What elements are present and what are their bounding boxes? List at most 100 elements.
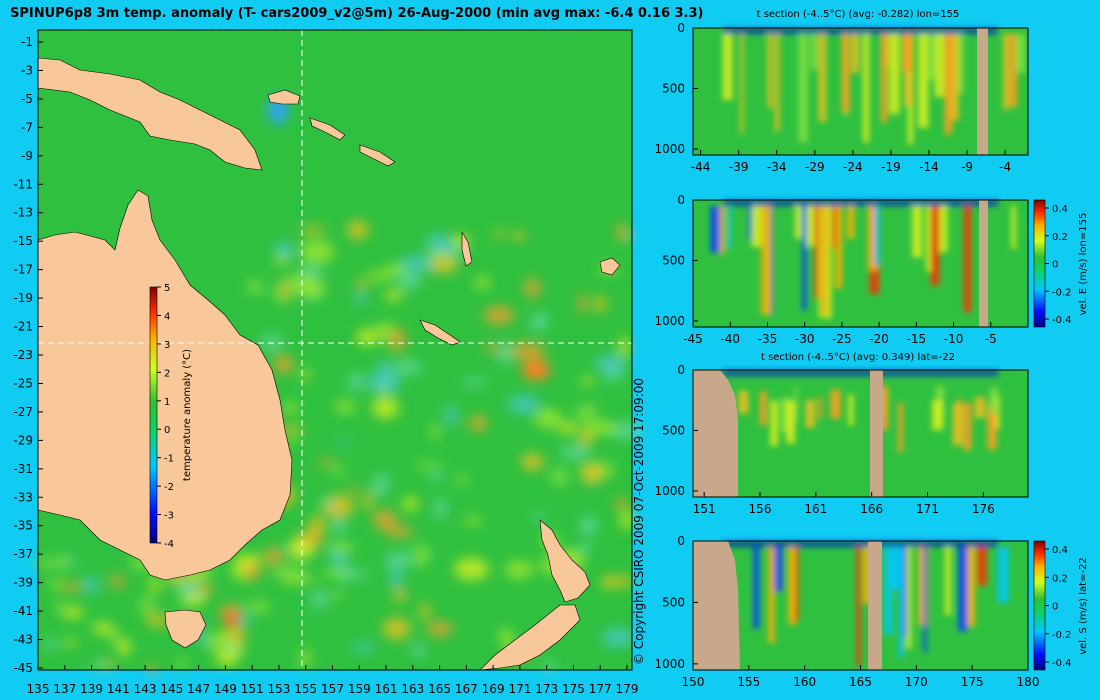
anomaly-patch xyxy=(197,637,210,646)
panel3-streak xyxy=(931,400,943,431)
panel1-xtick-label: -4 xyxy=(999,160,1011,174)
anomaly-patch xyxy=(362,492,373,510)
panel2-streak xyxy=(938,206,948,253)
panel3-streak xyxy=(952,403,963,446)
panel4-xtick-label: 155 xyxy=(737,675,760,689)
lat-tick-label: -35 xyxy=(13,519,33,533)
panel2-streak xyxy=(868,206,878,271)
map-colorbar-tick-label: 4 xyxy=(164,311,170,322)
panel1-streak xyxy=(918,34,929,128)
panel3-streak xyxy=(848,394,854,426)
map-colorbar-tick-label: -3 xyxy=(164,511,174,522)
anomaly-patch xyxy=(614,498,630,510)
anomaly-patch xyxy=(578,292,587,315)
panel3-frame xyxy=(692,369,1029,498)
panel3-streak xyxy=(738,390,749,414)
anomaly-patch xyxy=(334,400,357,413)
lon-tick-label: 141 xyxy=(107,682,130,696)
anomaly-patch xyxy=(383,617,411,640)
anomaly-patch xyxy=(399,255,435,272)
panel2-streak xyxy=(718,206,725,254)
anomaly-patch xyxy=(348,372,364,392)
panel3-xtick-label: 151 xyxy=(693,502,716,516)
anomaly-patch xyxy=(551,466,568,488)
panel1-streak xyxy=(1003,34,1009,111)
anomaly-patch xyxy=(117,638,132,656)
panel1-streak xyxy=(1008,34,1018,108)
panel4-ytick-label: 0 xyxy=(677,534,685,548)
anomaly-patch xyxy=(384,290,403,301)
anomaly-patch xyxy=(288,536,314,561)
map-colorbar-tick-label: -4 xyxy=(164,539,174,550)
anomaly-patch xyxy=(62,606,84,619)
anomaly-patch xyxy=(372,396,399,419)
lat-tick-label: -31 xyxy=(13,462,33,476)
anomaly-patch xyxy=(94,622,114,635)
anomaly-patch xyxy=(461,378,488,386)
panel1-streak xyxy=(880,34,888,123)
anomaly-patch xyxy=(321,568,350,579)
anomaly-patch xyxy=(431,423,440,441)
anomaly-patch xyxy=(234,642,245,654)
panel4-streak xyxy=(923,547,927,653)
panel4-land xyxy=(693,541,740,670)
anomaly-patch xyxy=(82,576,99,594)
panel3-streak xyxy=(879,386,889,430)
map-colorbar-tick-label: 2 xyxy=(164,368,170,379)
anomaly-patch xyxy=(351,643,376,652)
map-colorbar-ticks: 5 4 3 2 1 0 -1 -2 -3 -4 xyxy=(157,283,174,550)
lat-tick-label: -3 xyxy=(21,63,33,77)
map-colorbar-tick-label: -1 xyxy=(164,454,174,465)
panel3-surface-band xyxy=(723,370,998,376)
map-frame xyxy=(37,29,633,671)
anomaly-patch xyxy=(419,603,431,619)
anomaly-patch xyxy=(524,278,541,298)
anomaly-patch xyxy=(246,279,265,295)
panel3-field xyxy=(693,370,1028,497)
panel4-streak xyxy=(863,547,873,604)
anomaly-patch xyxy=(329,466,348,476)
panel3-ytick-label: 1000 xyxy=(654,484,685,498)
anomaly-patch xyxy=(389,328,406,352)
panel3-xtick-label: 171 xyxy=(916,502,939,516)
anomaly-patch xyxy=(620,510,633,529)
panel1-ytick-label: 0 xyxy=(677,21,685,35)
anomaly-patch xyxy=(453,558,490,581)
panel3-streak xyxy=(830,389,841,419)
lon-tick-label: 145 xyxy=(160,682,183,696)
panel4-streak xyxy=(965,547,976,627)
map-panel: -1-3-5-7-9-11-13-15-17-19-21-23-25-27-29… xyxy=(13,29,643,696)
lon-tick-label: 147 xyxy=(187,682,210,696)
panel2-xtick-label: -45 xyxy=(683,332,703,346)
lon-tick-label: 153 xyxy=(268,682,291,696)
panel4-cb-tick-label: -0.2 xyxy=(1052,630,1072,641)
panel3-streak xyxy=(770,400,778,447)
anomaly-patch xyxy=(511,342,546,360)
panel2-land xyxy=(979,200,988,327)
anomaly-patch xyxy=(402,496,418,511)
lon-tick-label: 179 xyxy=(616,682,639,696)
panel4-streak xyxy=(977,547,987,586)
anomaly-patch xyxy=(356,328,379,345)
panel3-xtick-label: 166 xyxy=(860,502,883,516)
panel1-streak xyxy=(851,34,860,73)
panel3-streak xyxy=(805,399,815,428)
panel4-streak xyxy=(918,547,929,626)
panel4-xtick-label: 180 xyxy=(1017,675,1040,689)
map-colorbar-tick-label: -2 xyxy=(164,482,174,493)
anomaly-patch xyxy=(558,422,579,434)
map-colorbar-tick-label: 3 xyxy=(164,340,170,351)
panel2-streak xyxy=(874,206,880,266)
anomaly-patch xyxy=(109,575,125,588)
anomaly-patch xyxy=(618,336,629,357)
anomaly-patch xyxy=(383,552,414,568)
anomaly-patch xyxy=(461,516,484,525)
panel1-streak xyxy=(862,34,870,143)
anomaly-patch xyxy=(389,567,403,589)
anomaly-patch xyxy=(300,368,312,381)
anomaly-patch xyxy=(594,354,628,373)
lat-tick-label: -1 xyxy=(21,35,33,49)
panel2-xtick-label: -35 xyxy=(758,332,778,346)
panel1-xtick-label: -19 xyxy=(881,160,901,174)
